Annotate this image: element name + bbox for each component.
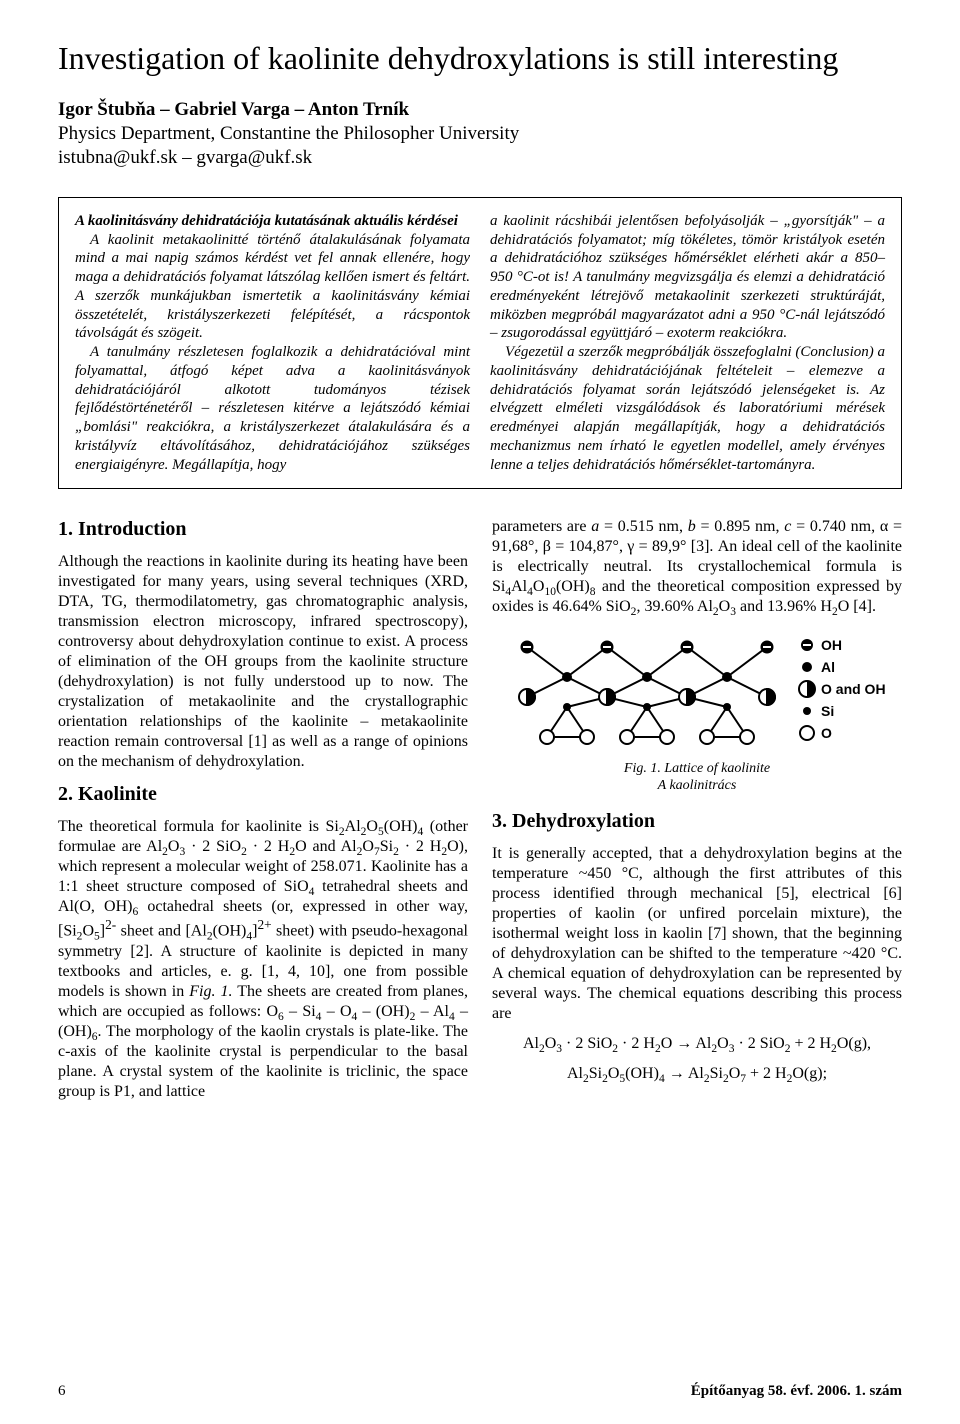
author-emails: istubna@ukf.sk – gvarga@ukf.sk <box>58 147 902 169</box>
figure-caption-line: A kaolinitrács <box>658 778 737 793</box>
equation-2: Al2Si2O5(OH)4 → Al2Si2O7 + 2 H2O(g); <box>492 1064 902 1084</box>
page-footer: 6 Építőanyag 58. évf. 2006. 1. szám <box>58 1383 902 1400</box>
section-heading-kaolinite: 2. Kaolinite <box>58 782 468 807</box>
lattice-params-paragraph: parameters are a = 0.515 nm, b = 0.895 n… <box>492 517 902 617</box>
legend-label: O <box>821 725 832 741</box>
legend-label: OH <box>821 637 842 653</box>
body-col-left: 1. Introduction Although the reactions i… <box>58 517 468 1111</box>
lattice-diagram: OH Al O and OH Si O <box>507 627 887 757</box>
figure-caption-line: Fig. 1. Lattice of kaolinite <box>624 761 770 776</box>
paper-title: Investigation of kaolinite dehydroxylati… <box>58 40 902 77</box>
legend-label: Si <box>821 703 834 719</box>
dehydroxylation-paragraph: It is generally accepted, that a dehydro… <box>492 844 902 1024</box>
page-number: 6 <box>58 1383 66 1400</box>
affiliation: Physics Department, Constantine the Phil… <box>58 123 902 145</box>
body-col-right: parameters are a = 0.515 nm, b = 0.895 n… <box>492 517 902 1111</box>
journal-info: Építőanyag 58. évf. 2006. 1. szám <box>691 1383 902 1400</box>
abstract-col-left: A kaolinitásvány dehidratációja kutatásá… <box>75 212 470 475</box>
legend-label: Al <box>821 659 835 675</box>
section-heading-intro: 1. Introduction <box>58 517 468 542</box>
body-columns: 1. Introduction Although the reactions i… <box>58 517 902 1111</box>
kaolinite-paragraph: The theoretical formula for kaolinite is… <box>58 817 468 1101</box>
abstract-heading: A kaolinitásvány dehidratációja kutatásá… <box>75 212 470 231</box>
abstract-col-right: a kaolinit rácshibái jelentősen befolyás… <box>490 212 885 475</box>
abstract-box: A kaolinitásvány dehidratációja kutatásá… <box>58 197 902 490</box>
authors: Igor Štubňa – Gabriel Varga – Anton Trní… <box>58 99 902 121</box>
abstract-text: Végezetül a szerzők megpróbálják összefo… <box>490 343 885 474</box>
figure-1: OH Al O and OH Si O <box>492 627 902 795</box>
abstract-text: a kaolinit rácshibái jelentősen befolyás… <box>490 212 885 343</box>
section-heading-dehydroxylation: 3. Dehydroxylation <box>492 809 902 834</box>
legend-label: O and OH <box>821 681 886 697</box>
intro-paragraph: Although the reactions in kaolinite duri… <box>58 552 468 772</box>
abstract-text: A tanulmány részletesen foglalkozik a de… <box>75 343 470 474</box>
equation-1: Al2O3 · 2 SiO2 · 2 H2O → Al2O3 · 2 SiO2 … <box>492 1034 902 1054</box>
abstract-text: A kaolinit metakaolinitté történő átalak… <box>75 231 470 344</box>
figure-caption: Fig. 1. Lattice of kaolinite A kaolinitr… <box>624 761 770 795</box>
